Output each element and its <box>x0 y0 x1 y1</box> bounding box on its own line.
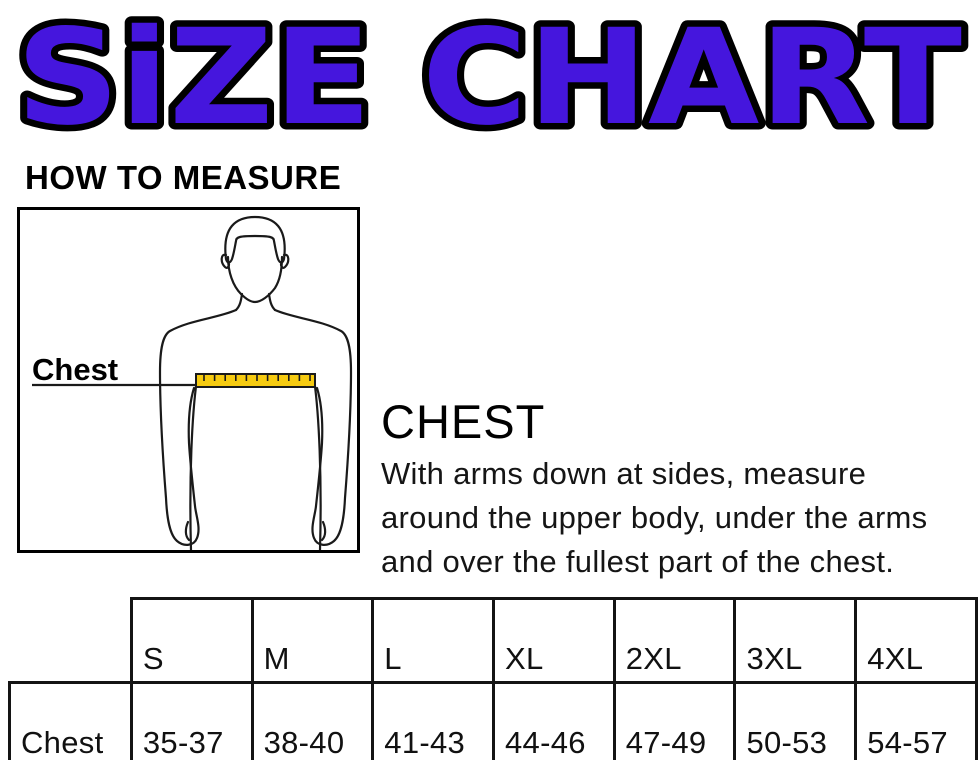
chest-value-3xl: 50-53 <box>733 681 858 760</box>
chest-value-m: 38-40 <box>250 681 375 760</box>
chest-value-2xl: 47-49 <box>612 681 737 760</box>
size-header-3xl: 3XL <box>733 597 858 684</box>
right-arm-outline <box>273 308 353 546</box>
hair-outline <box>224 215 286 264</box>
neck-right-line <box>267 292 277 312</box>
left-thumb-line <box>184 520 191 542</box>
measuring-tape <box>195 373 316 388</box>
chest-value-s: 35-37 <box>129 681 254 760</box>
chest-value-l: 41-43 <box>371 681 495 760</box>
person-outline <box>158 215 353 552</box>
left-ear <box>220 253 231 269</box>
instruction-line: around the upper body, under the arms <box>381 500 928 535</box>
torso-left-line <box>189 377 199 552</box>
size-header-2xl: 2XL <box>612 597 737 684</box>
right-ear <box>279 253 290 269</box>
right-thumb-line <box>320 520 327 542</box>
size-header-m: M <box>250 597 375 684</box>
chest-value-xl: 44-46 <box>491 681 616 760</box>
left-arm-outline <box>158 308 238 546</box>
size-header-l: L <box>371 597 495 684</box>
instruction-line: With arms down at sides, measure <box>381 456 867 491</box>
tape-tick-marks <box>203 375 311 381</box>
chest-row-label: Chest <box>8 681 133 760</box>
how-to-measure-heading: HOW TO MEASURE <box>25 159 342 196</box>
table-corner-spacer <box>10 599 132 683</box>
face-outline <box>226 255 284 304</box>
size-header-s: S <box>129 597 254 684</box>
neck-left-line <box>234 292 244 312</box>
torso-right-line <box>312 377 322 552</box>
size-table-chest-row: Chest 35-37 38-40 41-43 44-46 47-49 50-5… <box>8 681 978 760</box>
page-title: SiZE CHART <box>16 2 962 154</box>
size-table: S M L XL 2XL 3XL 4XL Chest 35-37 38-40 4… <box>8 597 978 760</box>
chest-instructions: With arms down at sides, measure around … <box>381 452 928 584</box>
size-header-xl: XL <box>491 597 616 684</box>
size-table-header-row: S M L XL 2XL 3XL 4XL <box>10 597 978 684</box>
title-banner: SiZE CHART <box>10 2 969 154</box>
measurement-figure-box: Chest <box>17 207 360 553</box>
size-header-4xl: 4XL <box>854 597 978 684</box>
torso-diagram: Chest <box>32 215 353 552</box>
chest-section-heading: CHEST <box>381 395 546 448</box>
instruction-line: and over the fullest part of the chest. <box>381 544 895 579</box>
chest-figure-label: Chest <box>32 352 118 387</box>
chest-value-4xl: 54-57 <box>854 681 978 760</box>
